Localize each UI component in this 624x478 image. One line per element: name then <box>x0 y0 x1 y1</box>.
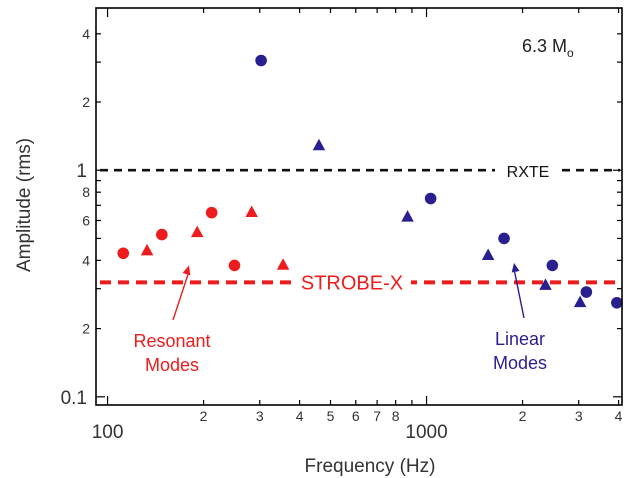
resonant-triangle-point-0 <box>140 243 154 256</box>
y-tick-label-9: 1 <box>76 161 87 182</box>
linear-triangle-point-1 <box>401 210 414 222</box>
linear-circle-point-1 <box>424 192 437 205</box>
resonant-circle-point-2 <box>205 206 218 219</box>
linear-circle-point-3 <box>546 259 559 272</box>
y-tick-label-10: 2 <box>82 94 90 110</box>
y-tick-label-12: 4 <box>82 26 90 42</box>
linear-circle-point-2 <box>498 232 510 245</box>
x-tick-label-5: 6 <box>352 408 360 424</box>
linear-modes-arrow <box>513 268 525 319</box>
linear-modes-arrowhead <box>511 262 520 273</box>
y-tick-label-1: 2 <box>82 321 90 337</box>
linear-triangle-point-2 <box>481 248 495 260</box>
resonant-triangle-point-3 <box>276 258 290 270</box>
x-tick-label-7: 8 <box>392 408 400 424</box>
reference-label-rxte: RXTE <box>507 164 550 181</box>
linear-triangle-point-3 <box>539 278 552 290</box>
mass-annotation: 6.3 Mo <box>522 36 574 60</box>
x-axis-label: Frequency (Hz) <box>305 456 436 477</box>
y-tick-label-7: 8 <box>82 184 90 200</box>
resonant-triangle-point-1 <box>190 225 204 238</box>
x-tick-label-3: 4 <box>296 408 304 424</box>
mass-subscript: o <box>567 46 574 60</box>
linear-modes-label-0: Linear <box>495 329 545 349</box>
resonant-modes-arrow <box>172 271 190 321</box>
resonant-modes-arrowhead <box>182 265 191 276</box>
resonant-circle-point-0 <box>117 247 130 260</box>
y-tick-label-3: 4 <box>82 252 90 268</box>
linear-circle-point-5 <box>611 296 623 309</box>
x-tick-label-10: 2 <box>519 408 527 424</box>
resonant-circle-point-1 <box>156 228 168 241</box>
y-axis-label: Amplitude (rms) <box>14 138 35 272</box>
resonant-circle-point-3 <box>228 259 241 272</box>
x-tick-label-4: 5 <box>327 408 335 424</box>
annotations: 6.3 Mo Resonant Modes Linear Modes <box>133 36 574 375</box>
linear-circle-point-4 <box>580 286 593 298</box>
linear-triangle-point-0 <box>312 138 326 151</box>
y-tick-label-0: 0.1 <box>61 388 87 409</box>
linear-triangle-point-4 <box>573 295 587 308</box>
resonant-triangle-point-2 <box>245 205 258 217</box>
reference-lines: RXTE STROBE-X <box>100 157 620 296</box>
linear-modes-label-1: Modes <box>493 353 547 373</box>
reference-label-bg-1 <box>293 269 411 296</box>
resonant-modes-label-0: Resonant <box>133 331 210 351</box>
data-points <box>117 54 623 309</box>
reference-label-bg-0 <box>495 157 561 184</box>
linear-circle-point-0 <box>255 54 267 67</box>
reference-label-strobe-x: STROBE-X <box>301 272 403 294</box>
resonant-modes-label-1: Modes <box>145 355 199 375</box>
x-tick-label-2: 3 <box>256 408 264 424</box>
plot-frame <box>95 7 623 406</box>
x-tick-label-0: 100 <box>92 422 124 443</box>
x-tick-label-6: 7 <box>373 408 381 424</box>
y-tick-label-5: 6 <box>82 212 90 228</box>
x-tick-label-12: 4 <box>615 408 623 424</box>
x-tick-label-11: 3 <box>575 408 583 424</box>
x-tick-label-9: 1000 <box>405 422 447 443</box>
x-tick-label-1: 2 <box>200 408 208 424</box>
